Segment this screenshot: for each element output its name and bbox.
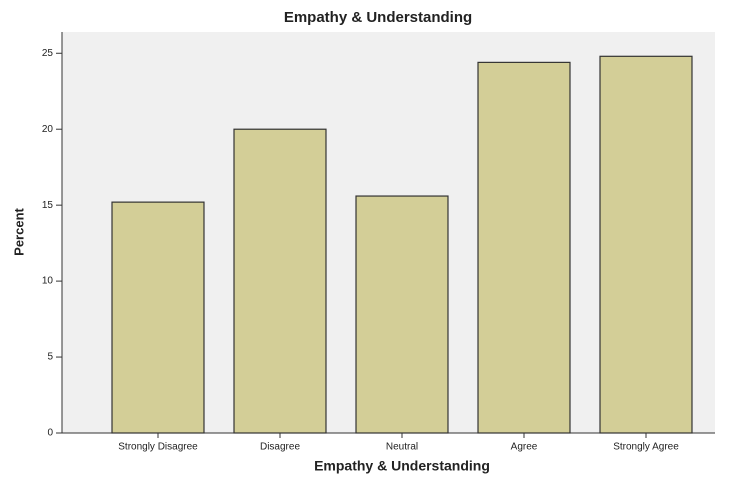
y-tick-label: 15 [42,200,54,211]
y-tick-label: 25 [42,48,54,59]
bar [111,201,205,434]
y-tick-label: 10 [42,276,54,287]
x-tick-label: Disagree [260,442,300,453]
bar [477,61,571,434]
x-tick-label: Neutral [386,442,418,453]
bar [355,195,449,434]
y-tick-label: 0 [47,428,53,439]
bar [599,55,693,434]
x-tick-label: Strongly Disagree [118,442,198,453]
x-tick-label: Strongly Agree [613,442,679,453]
chart-title: Empathy & Understanding [284,9,472,26]
x-axis-label: Empathy & Understanding [314,458,490,474]
y-axis-label: Percent [11,207,26,255]
bar [233,128,327,434]
y-tick-label: 5 [47,352,53,363]
y-tick-label: 20 [42,124,54,135]
x-tick-label: Agree [511,442,538,453]
